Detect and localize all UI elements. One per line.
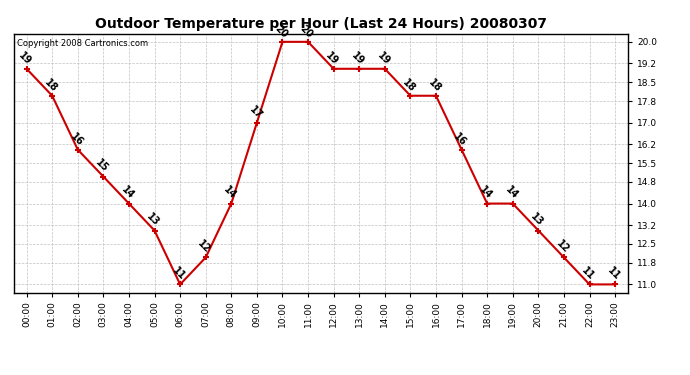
Text: 14: 14: [503, 185, 520, 201]
Text: 17: 17: [247, 104, 264, 120]
Text: 11: 11: [170, 266, 187, 282]
Text: 19: 19: [17, 50, 34, 67]
Text: 11: 11: [605, 266, 622, 282]
Text: 12: 12: [554, 238, 571, 255]
Title: Outdoor Temperature per Hour (Last 24 Hours) 20080307: Outdoor Temperature per Hour (Last 24 Ho…: [95, 17, 547, 31]
Text: 19: 19: [375, 50, 392, 67]
Text: 20: 20: [298, 23, 315, 40]
Text: 11: 11: [580, 266, 596, 282]
Text: Copyright 2008 Cartronics.com: Copyright 2008 Cartronics.com: [17, 39, 148, 48]
Text: 14: 14: [119, 185, 136, 201]
Text: 18: 18: [426, 77, 443, 94]
Text: 16: 16: [452, 131, 469, 147]
Text: 14: 14: [477, 185, 494, 201]
Text: 15: 15: [94, 158, 110, 174]
Text: 13: 13: [145, 212, 161, 228]
Text: 13: 13: [529, 212, 545, 228]
Text: 16: 16: [68, 131, 85, 147]
Text: 18: 18: [43, 77, 59, 94]
Text: 12: 12: [196, 238, 213, 255]
Text: 19: 19: [350, 50, 366, 67]
Text: 19: 19: [324, 50, 341, 67]
Text: 14: 14: [221, 185, 238, 201]
Text: 20: 20: [273, 23, 289, 40]
Text: 18: 18: [401, 77, 417, 94]
